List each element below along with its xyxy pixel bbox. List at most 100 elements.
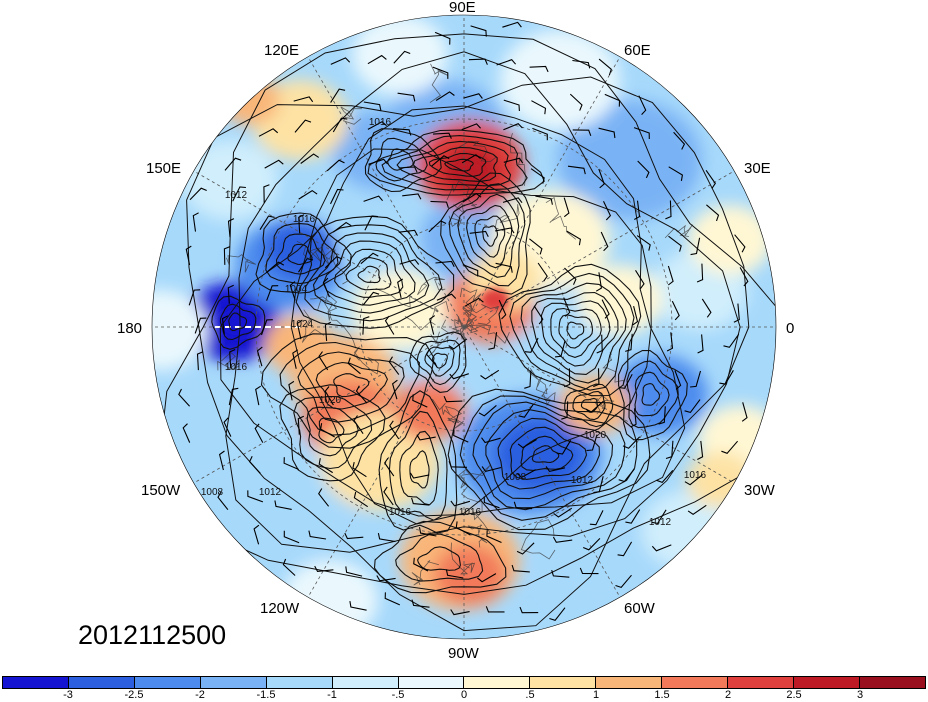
isobar: [306, 406, 359, 457]
wind-barb: [367, 121, 387, 130]
coastline: [353, 346, 379, 375]
wind-barb: [556, 440, 572, 455]
wind-barb: [425, 348, 438, 367]
wind-barb: [598, 168, 605, 189]
contour-label: 1020: [584, 430, 607, 441]
wind-barb: [595, 272, 603, 292]
wind-barb: [221, 315, 229, 335]
wind-barb: [430, 200, 449, 208]
colorbar-tick-label: 0: [460, 689, 468, 701]
wind-barb: [739, 267, 749, 287]
wind-barb: [684, 474, 703, 486]
wind-barb: [224, 157, 242, 171]
isobar: [498, 263, 642, 397]
coastline: [465, 303, 500, 325]
wind-barb: [690, 237, 701, 256]
wind-barb: [651, 509, 667, 525]
wind-barb: [566, 230, 582, 246]
wind-barb: [687, 504, 707, 515]
lon-label-120e: 120E: [264, 42, 300, 59]
contour-label: 1012: [571, 475, 594, 486]
coastline: [429, 63, 449, 103]
anomaly-region: [578, 265, 662, 335]
wind-barb: [706, 204, 720, 222]
wind-barb: [345, 566, 363, 577]
isobar: [367, 129, 545, 196]
wind-barb: [232, 186, 246, 202]
wind-barb: [367, 54, 387, 65]
contour-label: 1012: [225, 190, 248, 201]
isobar: [432, 352, 448, 369]
wind-barb: [364, 215, 379, 231]
wind-barb: [563, 297, 571, 317]
contour-label: 1016: [293, 214, 316, 225]
wind-barb: [223, 417, 232, 437]
wind-barb: [721, 440, 739, 454]
wind-barb: [564, 267, 577, 285]
contour-label: 1016: [389, 507, 412, 518]
wind-barb: [502, 21, 522, 28]
wind-barb: [665, 440, 674, 460]
coastline: [526, 367, 548, 395]
wind-barb: [549, 607, 566, 621]
isobar: [396, 140, 512, 187]
wind-barb: [462, 192, 482, 203]
wind-barb: [589, 510, 604, 526]
wind-barb: [696, 263, 704, 283]
coastline: [217, 351, 240, 371]
anomaly-region: [642, 490, 738, 570]
isobar: [472, 401, 626, 511]
isobar: [618, 349, 688, 441]
wind-barb: [429, 315, 436, 335]
wind-barb: [719, 370, 734, 385]
anomaly-region: [338, 215, 422, 285]
wind-barb: [632, 305, 639, 326]
anomaly-region: [558, 100, 702, 220]
wind-barb: [524, 337, 539, 353]
isobar: [580, 397, 598, 413]
colorbar-bin: [859, 677, 925, 688]
lon-label-120w: 120W: [260, 600, 300, 617]
isobar: [550, 307, 602, 358]
wind-barb: [384, 457, 395, 477]
wind-barb: [635, 270, 645, 290]
wind-barb: [256, 346, 263, 367]
isobar: [211, 295, 266, 350]
wind-barb: [598, 127, 616, 139]
coastline: [310, 296, 357, 349]
isobar: [412, 146, 498, 182]
isobar: [225, 51, 741, 553]
wind-barb: [347, 357, 361, 375]
anomaly-region: [394, 380, 466, 440]
wind-barb: [563, 197, 570, 218]
colorbar-bin: [68, 677, 135, 688]
wind-barb: [481, 437, 501, 444]
wind-barb: [289, 281, 296, 301]
isobar: [378, 390, 458, 534]
isobar: [315, 361, 389, 410]
isobar: [482, 225, 499, 247]
wind-barb: [296, 319, 303, 340]
wind-barb: [630, 408, 637, 428]
wind-barb: [741, 402, 748, 422]
colorbar-tick-label: -1: [327, 689, 337, 701]
wind-barb: [393, 50, 411, 64]
coastline: [444, 405, 463, 424]
anomaly-region: [540, 510, 660, 610]
wind-barb: [431, 155, 450, 167]
wind-barb: [634, 200, 641, 220]
lon-label-90w: 90W: [448, 645, 479, 662]
isobar: [520, 435, 574, 471]
wind-barb: [596, 334, 603, 354]
wind-barb: [397, 92, 416, 102]
wind-barb: [330, 88, 346, 103]
wind-barb: [227, 218, 235, 238]
isobar: [287, 243, 313, 266]
wind-barb: [266, 285, 279, 301]
wind-barb: [377, 532, 396, 543]
anomaly-region: [352, 270, 448, 350]
wind-barb: [638, 95, 647, 115]
contour-label: 1012: [649, 517, 672, 528]
coastline: [545, 196, 577, 240]
